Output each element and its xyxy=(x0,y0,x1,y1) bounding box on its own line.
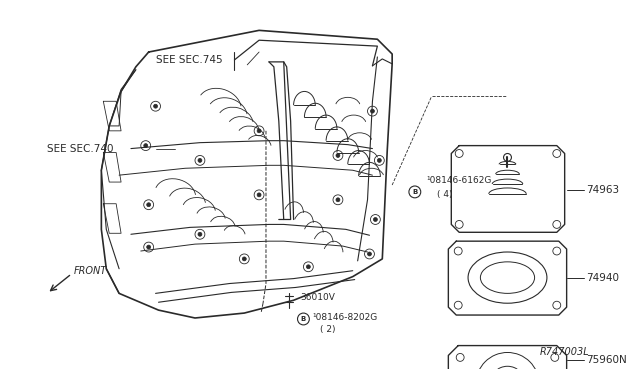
Circle shape xyxy=(378,158,381,162)
Text: ¹08146-8202G: ¹08146-8202G xyxy=(312,314,378,323)
Circle shape xyxy=(373,218,378,221)
Text: 75960N: 75960N xyxy=(586,355,627,365)
Circle shape xyxy=(147,203,150,207)
Circle shape xyxy=(371,109,374,113)
Text: ( 4): ( 4) xyxy=(436,190,452,199)
Text: 74940: 74940 xyxy=(586,273,620,283)
Circle shape xyxy=(336,154,340,157)
Text: 36010V: 36010V xyxy=(301,293,335,302)
Text: B: B xyxy=(412,189,417,195)
Circle shape xyxy=(144,144,148,148)
Circle shape xyxy=(243,257,246,261)
Text: R747003L: R747003L xyxy=(540,347,589,357)
Circle shape xyxy=(147,245,150,249)
Circle shape xyxy=(336,198,340,202)
Circle shape xyxy=(367,252,371,256)
Circle shape xyxy=(307,265,310,269)
Circle shape xyxy=(257,129,261,133)
Circle shape xyxy=(198,232,202,236)
Text: B: B xyxy=(301,316,306,322)
Text: SEE SEC.740: SEE SEC.740 xyxy=(47,144,114,154)
Circle shape xyxy=(257,193,261,197)
Circle shape xyxy=(154,104,157,108)
Text: ¹08146-6162G: ¹08146-6162G xyxy=(427,176,492,185)
Text: 74963: 74963 xyxy=(586,185,620,195)
Text: SEE SEC.745: SEE SEC.745 xyxy=(156,55,222,65)
Text: FRONT: FRONT xyxy=(74,266,107,276)
Circle shape xyxy=(198,158,202,162)
Text: ( 2): ( 2) xyxy=(320,326,336,334)
